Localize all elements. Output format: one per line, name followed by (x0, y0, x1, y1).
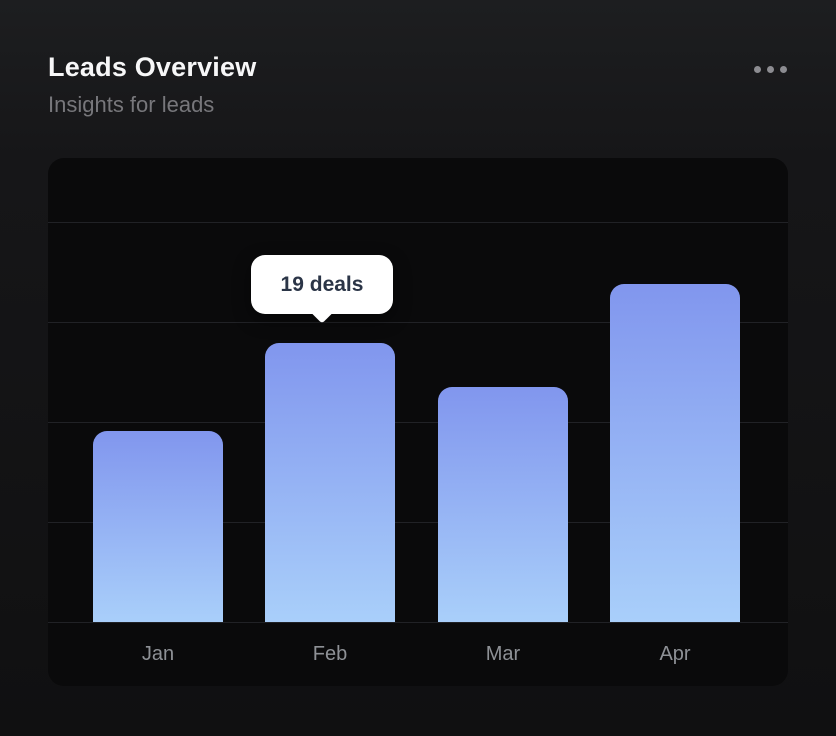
page-title: Leads Overview (48, 52, 257, 82)
x-axis: Jan Feb Mar Apr (48, 622, 788, 686)
page-subtitle: Insights for leads (48, 92, 215, 117)
gridline (48, 622, 788, 623)
x-axis-label-mar: Mar (485, 642, 521, 665)
bar-apr[interactable] (610, 284, 740, 622)
more-options-button[interactable] (748, 54, 792, 84)
gridline (48, 222, 788, 223)
bar-mar[interactable] (438, 387, 568, 622)
card-header: Leads Overview Insights for leads (48, 52, 792, 118)
bar-feb[interactable] (265, 343, 395, 622)
bar-jan[interactable] (93, 431, 223, 622)
gridline (48, 322, 788, 323)
x-axis-label-jan: Jan (141, 642, 175, 665)
x-axis-label-apr: Apr (659, 642, 691, 665)
ellipsis-icon (753, 65, 787, 73)
x-axis-label-feb: Feb (312, 642, 348, 665)
gridline (48, 422, 788, 423)
tooltip-value: 19 deals (280, 272, 364, 296)
leads-bar-chart: Jan Feb Mar Apr 19 deals (48, 158, 788, 686)
bar-plot (48, 158, 788, 622)
chart-tooltip: 19 deals (251, 255, 393, 314)
gridline (48, 522, 788, 523)
